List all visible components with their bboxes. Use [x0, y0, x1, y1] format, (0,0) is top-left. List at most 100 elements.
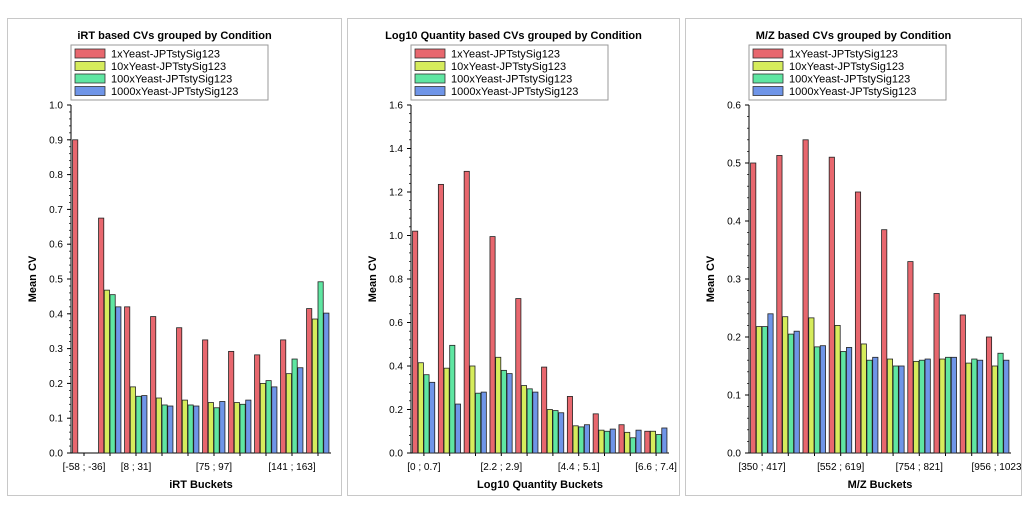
bar [167, 405, 174, 454]
x-tick-label: [8 ; 31] [121, 462, 152, 473]
bar [193, 405, 200, 454]
bar [449, 344, 456, 454]
y-tick-label: 0.7 [49, 205, 63, 216]
bar [515, 298, 522, 454]
y-tick-label: 0.8 [49, 170, 63, 181]
bar [306, 308, 313, 454]
legend-swatch [752, 61, 784, 71]
irt-cv-chart-panel: iRT based CVs grouped by Condition 1xYeas… [7, 18, 342, 496]
legend-swatch [74, 48, 106, 59]
bar [176, 327, 183, 454]
bar [280, 339, 287, 454]
bar [945, 356, 952, 454]
y-tick-label: 0.0 [727, 449, 741, 460]
bar [109, 294, 116, 454]
bar [187, 404, 194, 454]
bar [271, 386, 278, 454]
y-tick-label: 0.1 [49, 414, 63, 425]
bar [150, 316, 157, 454]
bar [429, 381, 436, 454]
bar [881, 229, 888, 454]
bar [463, 170, 470, 454]
bar [285, 373, 292, 454]
legend-swatch [752, 48, 784, 59]
legend: 1xYeast-JPTstySig12310xYeast-JPTstySig12… [70, 44, 269, 101]
bar [578, 426, 585, 454]
bar [228, 350, 235, 454]
y-tick-label: 0.5 [49, 275, 63, 286]
bar [489, 236, 496, 454]
x-tick-label: [0 ; 0.7] [407, 462, 441, 473]
x-tick-label: [6.6 ; 7.4] [635, 462, 677, 473]
bar [592, 413, 599, 454]
y-tick-label: 0.2 [389, 405, 403, 416]
y-tick-label: 0.8 [389, 275, 403, 286]
x-axis-label: M/Z Buckets [848, 479, 913, 491]
bar [572, 425, 579, 454]
legend-swatch [74, 86, 106, 96]
bar [965, 362, 972, 454]
legend-swatch [414, 86, 446, 96]
y-tick-label: 1.0 [389, 231, 403, 242]
bar [239, 403, 246, 454]
bar [202, 339, 209, 454]
chart-svg: M/Z based CVs grouped by Condition 1xYeas… [705, 30, 1021, 491]
axes: 0.0 0.2 0.4 0.6 0.8 1.0 1.2 1.4 1.6 [0 ; 0.7] [2.2… [389, 101, 677, 474]
legend-swatch [414, 73, 446, 84]
bar [787, 333, 794, 454]
bar [819, 345, 826, 454]
bar [219, 401, 226, 454]
x-tick-label: [-58 ; -36] [63, 462, 106, 473]
bar [443, 367, 450, 454]
chart-title: iRT based CVs grouped by Condition [77, 30, 272, 42]
bar [500, 369, 507, 454]
bar [213, 407, 220, 454]
chart-title: M/Z based CVs grouped by Condition [756, 30, 952, 42]
legend-label: 100xYeast-JPTstySig123 [451, 74, 572, 86]
bar [892, 365, 899, 454]
bar [546, 409, 553, 454]
bar [629, 437, 636, 454]
x-tick-label: [4.4 ; 5.1] [558, 462, 600, 473]
bar [207, 402, 214, 454]
chart-title: Log10 Quantity based CVs grouped by Cond… [385, 30, 642, 42]
bar [558, 412, 565, 454]
bar [776, 155, 783, 454]
bar [475, 392, 482, 454]
bar [259, 382, 266, 454]
bar [886, 358, 893, 454]
bar [480, 391, 487, 454]
bar [181, 399, 188, 454]
x-tick-label: [141 ; 163] [268, 462, 315, 473]
bar [650, 430, 657, 454]
bar [437, 183, 444, 454]
x-axis-label: Log10 Quantity Buckets [477, 479, 603, 491]
bar [933, 293, 940, 454]
bar [98, 217, 105, 454]
bar [317, 281, 324, 454]
y-tick-label: 0.2 [727, 333, 741, 344]
y-tick-label: 1.4 [389, 144, 403, 155]
bar [552, 410, 559, 454]
bar [985, 336, 993, 454]
y-tick-label: 0.9 [49, 135, 63, 146]
bar [624, 431, 631, 454]
bar [644, 430, 651, 454]
bar [233, 402, 240, 454]
x-tick-label: [2.2 ; 2.9] [480, 462, 522, 473]
y-tick-label: 0.0 [49, 449, 63, 460]
legend-label: 100xYeast-JPTstySig123 [789, 74, 910, 86]
bar [802, 139, 809, 454]
y-tick-label: 0.6 [727, 101, 741, 112]
bar [265, 380, 272, 454]
bar [604, 430, 611, 454]
bar [814, 346, 821, 454]
chart-svg: iRT based CVs grouped by Condition 1xYeas… [27, 30, 331, 491]
bar [124, 306, 131, 454]
bar [866, 359, 873, 454]
legend-label: 10xYeast-JPTstySig123 [451, 61, 566, 73]
y-tick-label: 1.6 [389, 101, 403, 112]
bar [103, 289, 110, 454]
bar [854, 191, 862, 454]
y-axis-label: Mean CV [27, 255, 39, 302]
